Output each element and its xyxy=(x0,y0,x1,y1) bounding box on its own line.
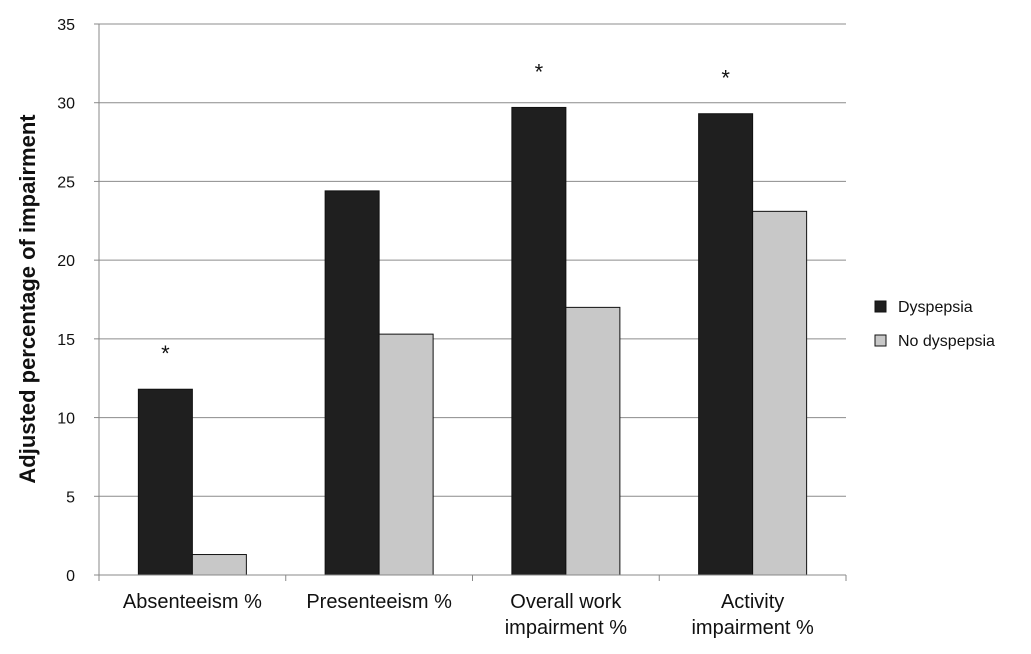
legend: Dyspepsia No dyspepsia xyxy=(874,299,995,350)
bar-dyspepsia xyxy=(324,190,380,576)
x-category-label-line: Presenteeism % xyxy=(306,591,452,613)
y-tick-label: 15 xyxy=(57,332,75,349)
x-category-ticks xyxy=(98,575,847,581)
bar-no-dyspepsia xyxy=(378,333,434,576)
x-category-label: Overall work impairment % xyxy=(505,591,627,639)
y-tick-label: 0 xyxy=(66,568,75,585)
significance-star: * xyxy=(161,341,170,366)
bar-no-dyspepsia xyxy=(565,306,621,576)
x-category-label-line: Absenteeism % xyxy=(123,591,262,613)
bar-no-dyspepsia xyxy=(752,210,808,576)
legend-swatch xyxy=(874,334,887,347)
x-category-label-line: impairment % xyxy=(691,617,813,639)
y-axis-title: Adjusted percentage of impairment xyxy=(15,114,40,484)
y-tick-label: 20 xyxy=(57,253,75,270)
x-category-label: Activity impairment % xyxy=(691,591,813,639)
x-category-labels: Absenteeism % Presenteeism % Overall work i… xyxy=(123,591,814,639)
bars xyxy=(137,106,808,576)
x-category-label-line: Activity xyxy=(721,591,784,613)
significance-markers: * * * xyxy=(161,59,730,366)
legend-swatch xyxy=(874,300,887,313)
x-category-label: Absenteeism % xyxy=(123,591,262,613)
x-category-label: Presenteeism % xyxy=(306,591,452,613)
significance-star: * xyxy=(535,59,544,84)
y-tick-label: 30 xyxy=(57,96,75,113)
x-category-label-line: impairment % xyxy=(505,617,627,639)
bar-dyspepsia xyxy=(698,113,754,576)
y-tick-label: 10 xyxy=(57,411,75,428)
bar-no-dyspepsia xyxy=(191,554,247,576)
y-tick-label: 35 xyxy=(57,17,75,34)
x-category-label-line: Overall work xyxy=(510,591,622,613)
y-tick-label: 25 xyxy=(57,174,75,191)
bar-dyspepsia xyxy=(511,106,567,576)
significance-star: * xyxy=(721,66,730,91)
y-tick-labels: 0 5 10 15 20 25 30 35 xyxy=(57,17,99,585)
bar-dyspepsia xyxy=(137,388,193,576)
legend-label: No dyspepsia xyxy=(898,333,995,350)
y-tick-label: 5 xyxy=(66,489,75,506)
gridlines xyxy=(99,23,846,497)
legend-label: Dyspepsia xyxy=(898,299,973,316)
